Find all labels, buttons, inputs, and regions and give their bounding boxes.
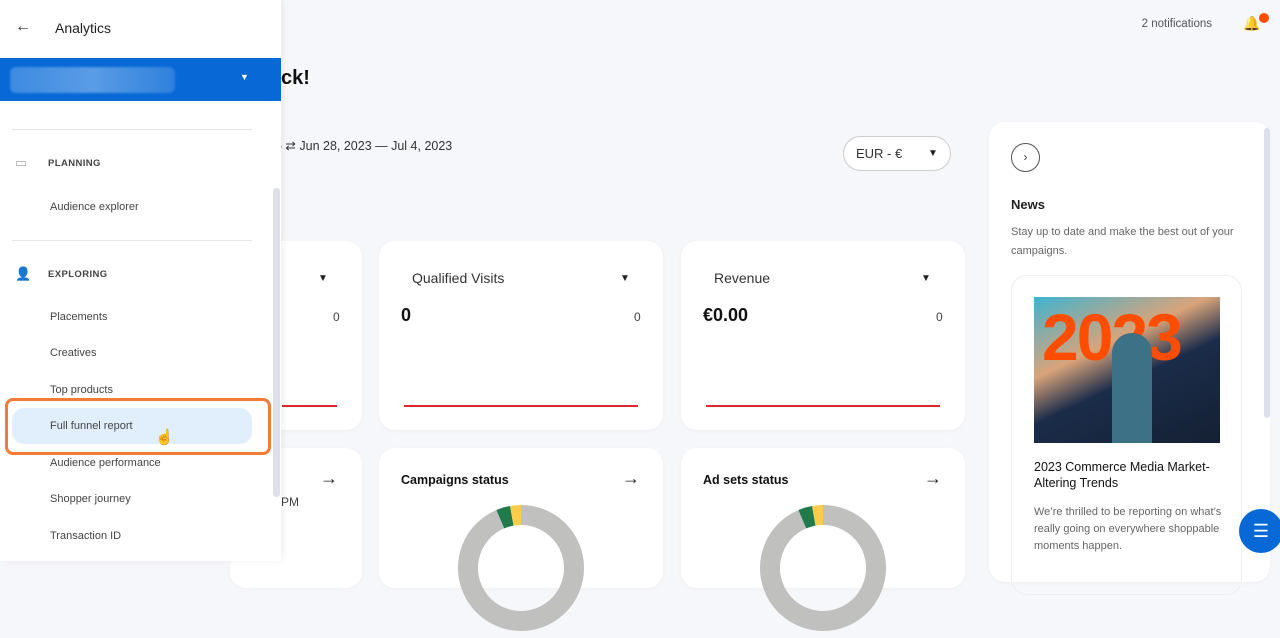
campaigns-donut: [458, 505, 584, 631]
date-range[interactable]: 5 ⇄ Jun 28, 2023 — Jul 4, 2023: [275, 139, 453, 153]
chevron-right-icon[interactable]: ›: [1011, 143, 1040, 172]
account-selector[interactable]: ▼: [0, 58, 281, 101]
article-title: 2023 Commerce Media Market-Altering Tren…: [1034, 460, 1210, 490]
notification-badge: [1259, 13, 1269, 23]
adsets-status-card: Ad sets status →: [681, 448, 965, 631]
article-body: We’re thrilled to be reporting on what’s…: [1034, 506, 1222, 552]
chevron-down-icon[interactable]: ▼: [318, 273, 328, 284]
chevron-down-icon[interactable]: ▼: [620, 273, 630, 284]
article-image: 2023: [1034, 297, 1220, 443]
trend-line: [404, 405, 638, 407]
metric-label[interactable]: Revenue: [714, 270, 771, 286]
arrow-right-icon[interactable]: →: [320, 468, 338, 488]
status-subtitle: PM: [281, 495, 299, 509]
active-item-highlight: [12, 408, 252, 444]
metric-card-revenue: Revenue ▼ €0.00 0: [681, 241, 965, 430]
adsets-donut: [760, 505, 886, 631]
currency-select[interactable]: EUR - € ▼: [843, 136, 951, 171]
donut-segment-other: [760, 505, 886, 631]
sidebar: ← Analytics ▼ ▭ PLANNING Audience explor…: [0, 0, 281, 561]
sidebar-scrollbar[interactable]: [273, 188, 280, 497]
account-name-blurred: [10, 67, 175, 93]
arrow-right-icon[interactable]: →: [924, 468, 942, 488]
donut-segment-other: [458, 505, 584, 631]
arrow-right-icon[interactable]: →: [622, 468, 640, 488]
news-panel: › News Stay up to date and make the best…: [989, 122, 1270, 595]
sidebar-item-creatives[interactable]: Creatives: [50, 347, 97, 359]
trend-line: [282, 405, 337, 407]
metric-label[interactable]: Qualified Visits: [412, 270, 505, 286]
chevron-down-icon: ▼: [928, 148, 938, 159]
donut-segment-green: [798, 505, 816, 529]
sidebar-item-full-funnel-report[interactable]: Full funnel report: [50, 420, 133, 432]
metric-value: €0.00: [703, 305, 749, 325]
donut-segment-yellow: [812, 505, 824, 526]
sidebar-item-transaction-id[interactable]: Transaction ID: [50, 530, 122, 542]
news-title: News: [1011, 197, 1045, 212]
metric-compare: 0: [936, 310, 943, 324]
donut-segment-green: [496, 505, 514, 529]
highlight-outline: [5, 398, 271, 455]
greeting: ck!: [281, 67, 310, 89]
sidebar-item-audience-explorer[interactable]: Audience explorer: [50, 201, 139, 213]
divider: [12, 129, 252, 130]
person-search-icon: 👤: [15, 266, 32, 281]
campaigns-status-card: Campaigns status →: [379, 448, 663, 631]
currency-value: EUR - €: [856, 146, 903, 161]
calendar-icon: ▭: [15, 155, 28, 170]
news-article-card[interactable]: 2023 2023 Commerce Media Market-Altering…: [1011, 275, 1242, 595]
news-description: Stay up to date and make the best out of…: [1011, 226, 1234, 257]
metric-compare: 0: [634, 310, 641, 324]
chat-icon[interactable]: ☰: [1239, 509, 1280, 553]
card-title: Ad sets status: [703, 473, 789, 487]
donut-segment-yellow: [510, 505, 522, 526]
hand-cursor-icon: ☝: [155, 429, 174, 446]
card-title: Campaigns status: [401, 473, 509, 487]
sidebar-title: Analytics: [55, 20, 112, 36]
divider: [12, 240, 252, 241]
metric-compare: 0: [333, 310, 340, 324]
bell-icon[interactable]: 🔔: [1243, 15, 1261, 31]
sidebar-item-audience-performance[interactable]: Audience performance: [50, 457, 161, 469]
trend-line: [706, 405, 940, 407]
metric-card-qualified-visits: Qualified Visits ▼ 0 0: [379, 241, 663, 430]
section-exploring: EXPLORING: [48, 269, 108, 280]
sidebar-item-top-products[interactable]: Top products: [50, 384, 113, 396]
metric-value: 0: [401, 305, 412, 325]
chevron-down-icon[interactable]: ▼: [921, 273, 931, 284]
chevron-down-icon: ▼: [240, 72, 249, 82]
section-planning: PLANNING: [48, 158, 101, 169]
notifications-label[interactable]: 2 notifications: [1141, 18, 1212, 30]
back-arrow-icon[interactable]: ←: [15, 18, 31, 35]
sidebar-item-shopper-journey[interactable]: Shopper journey: [50, 493, 131, 505]
sidebar-item-placements[interactable]: Placements: [50, 311, 108, 323]
person-figure: [1112, 333, 1152, 443]
news-scrollbar[interactable]: [1264, 128, 1270, 418]
